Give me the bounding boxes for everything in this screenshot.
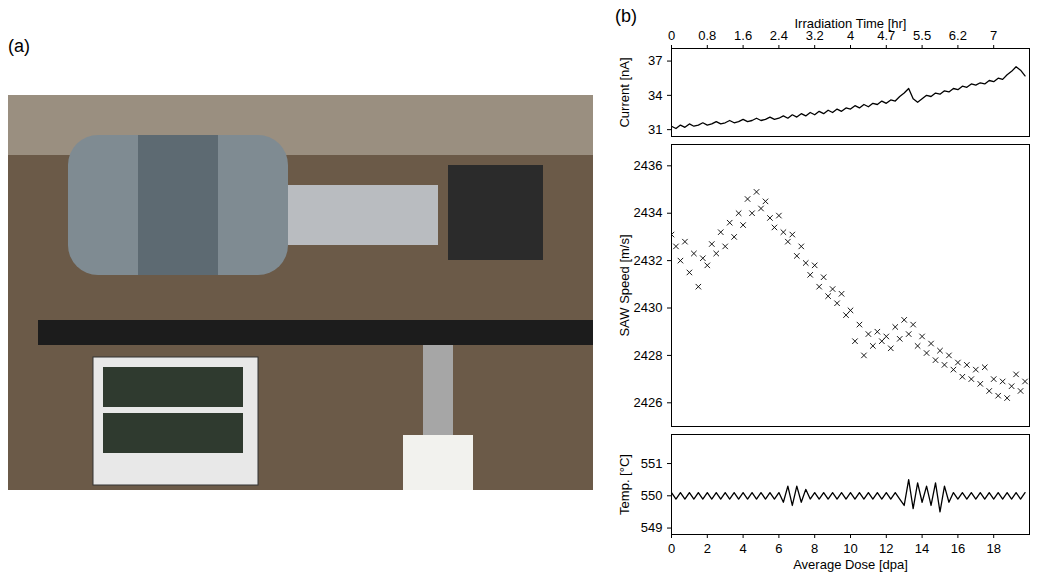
- svg-text:6.2: 6.2: [949, 28, 967, 43]
- svg-text:Irradiation Time [hr]: Irradiation Time [hr]: [795, 16, 907, 31]
- svg-text:SAW Speed [m/s]: SAW Speed [m/s]: [617, 234, 632, 336]
- svg-text:7: 7: [990, 28, 997, 43]
- svg-text:2436: 2436: [634, 158, 663, 173]
- svg-text:Temp. [°C]: Temp. [°C]: [617, 454, 632, 515]
- svg-text:0: 0: [668, 541, 675, 556]
- svg-text:Current [nA]: Current [nA]: [617, 57, 632, 127]
- svg-text:2426: 2426: [634, 395, 663, 410]
- svg-text:549: 549: [641, 520, 663, 535]
- svg-text:0: 0: [668, 28, 675, 43]
- svg-text:4: 4: [739, 541, 746, 556]
- svg-text:31: 31: [648, 122, 662, 137]
- svg-text:8: 8: [811, 541, 818, 556]
- svg-text:6: 6: [775, 541, 782, 556]
- svg-text:3.2: 3.2: [805, 27, 824, 43]
- svg-text:1.6: 1.6: [734, 28, 752, 43]
- svg-text:Average Dose [dpa]: Average Dose [dpa]: [793, 557, 908, 572]
- svg-text:2428: 2428: [634, 348, 663, 363]
- html-text:(a): (a): [8, 36, 30, 56]
- svg-text:14: 14: [915, 541, 929, 556]
- svg-text:551: 551: [641, 456, 663, 471]
- svg-text:2432: 2432: [634, 253, 663, 268]
- svg-text:16: 16: [951, 541, 965, 556]
- svg-text:2: 2: [704, 541, 711, 556]
- svg-text:2434: 2434: [634, 205, 663, 220]
- svg-text:34: 34: [648, 88, 662, 103]
- svg-text:550: 550: [641, 488, 663, 503]
- svg-text:2.4: 2.4: [770, 28, 788, 43]
- svg-text:0.8: 0.8: [698, 28, 716, 43]
- svg-text:5.5: 5.5: [913, 28, 931, 43]
- svg-text:18: 18: [986, 541, 1000, 556]
- svg-text:4: 4: [846, 27, 855, 43]
- svg-text:4.7: 4.7: [877, 27, 896, 43]
- svg-text:12: 12: [879, 541, 893, 556]
- svg-text:2430: 2430: [634, 300, 663, 315]
- svg-text:37: 37: [648, 53, 662, 68]
- svg-text:10: 10: [843, 541, 857, 556]
- html-text:(b): (b): [615, 6, 637, 26]
